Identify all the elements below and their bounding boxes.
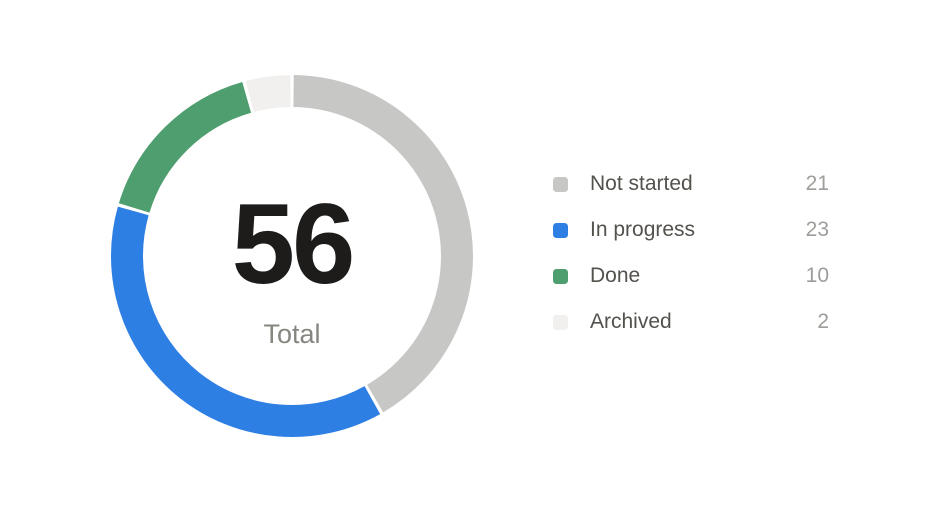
legend-row-done[interactable]: Done 10	[553, 253, 829, 299]
donut-segment-done[interactable]	[118, 81, 252, 213]
legend-value-in-progress: 23	[805, 218, 829, 241]
legend-swatch-not-started	[553, 176, 568, 192]
legend-swatch-archived	[553, 314, 568, 330]
donut-segment-in-progress[interactable]	[111, 206, 381, 437]
donut-segment-not-started[interactable]	[293, 75, 473, 413]
legend-row-in-progress[interactable]: In progress 23	[553, 207, 829, 253]
legend-value-not-started: 21	[805, 172, 829, 195]
legend-swatch-in-progress	[553, 222, 568, 238]
donut-segment-archived[interactable]	[245, 75, 292, 113]
legend-label-done: Done	[590, 264, 641, 287]
legend-row-archived[interactable]: Archived 2	[553, 299, 829, 345]
legend-row-not-started[interactable]: Not started 21	[553, 161, 829, 207]
legend-swatch-done	[553, 268, 568, 284]
legend-value-done: 10	[805, 264, 829, 287]
legend-label-in-progress: In progress	[590, 218, 696, 241]
legend-value-archived: 2	[817, 310, 829, 333]
chart-legend: Not started 21 In progress 23 Done 10 Ar…	[553, 161, 829, 345]
legend-label-not-started: Not started	[590, 172, 693, 195]
legend-label-archived: Archived	[590, 310, 672, 333]
